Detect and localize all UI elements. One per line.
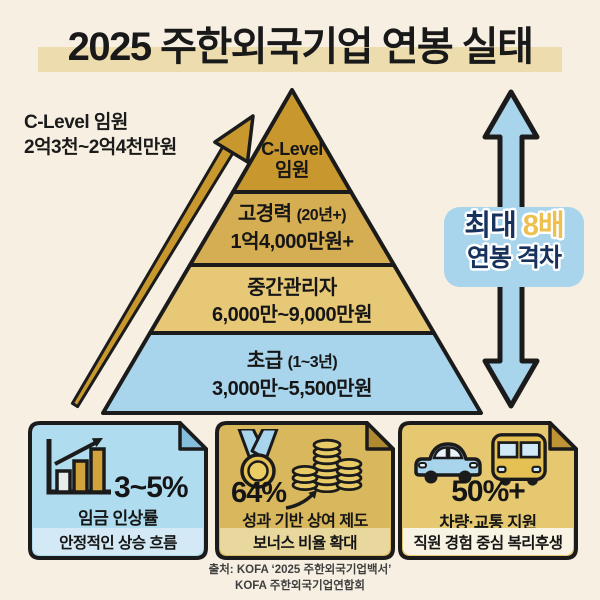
bar-chart-growth-icon [46,438,111,495]
coins-icon [291,438,363,493]
tier4-qualifier: (1~3년) [287,354,338,371]
card1-stat: 3~5% [114,471,189,504]
car-icon [414,442,482,484]
gap-badge-line2: 연봉 격차 [467,244,562,272]
tier3-range: 6,000만~9,000만원 [212,304,372,326]
gap-badge: 최대 8배 연봉 격차 [424,209,600,273]
title-highlight-bar [38,47,562,72]
folded-corner-icon [548,421,578,451]
gap-badge-halo [444,207,584,287]
card3-label: 차량·교통 지원 [439,514,537,532]
pyramid-tier4-shape [101,331,483,415]
medal-icon [237,429,279,489]
clevel-callout: C-Level 임원 2억3천~2억4천만원 [24,110,177,160]
card-bonus: 64% 성과 기반 상여 제도 보너스 비율 확대 [215,421,395,560]
salary-pyramid [101,88,483,415]
tier2-range: 1억4,000만원+ [230,231,354,253]
gap-badge-multiplier: 8배 [522,210,565,242]
card2-stat: 64% [231,477,287,509]
card2-footer: 보너스 비율 확대 [220,528,390,555]
pyramid-tier3-label: 중간관리자 6,000만~9,000만원 [122,275,462,329]
tier1-name: C-Level [261,139,323,159]
card-wage-increase: 3~5% 임금 인상률 안정적인 상승 흐름 [28,421,208,560]
card-shape [28,421,208,560]
card1-footer: 안정적인 상승 흐름 [33,528,203,555]
clevel-callout-role: C-Level 임원 [24,112,128,133]
source-line2: KOFA 주한외국기업연합회 [235,580,365,592]
tier4-name: 초급 [246,350,283,372]
rising-gold-arrow-icon [70,114,255,409]
card3-stat: 50%+ [451,475,526,508]
tier4-range: 3,000만~5,500만원 [212,378,372,400]
tier1-range: 임원 [275,160,309,181]
tier2-name: 고경력 [237,203,292,225]
tier3-name: 중간관리자 [247,277,337,299]
card3-footer: 직원 경험 중심 복리후생 [403,528,573,555]
pyramid-tier4-label: 초급 (1~3년) 3,000만~5,500만원 [122,348,462,403]
page-title: 2025 주한외국기업 연봉 실태 [67,25,534,69]
folded-corner-icon [365,421,395,451]
card1-label: 임금 인상률 [78,509,158,528]
increase-arrow-icon [285,490,317,510]
clevel-callout-range: 2억3천~2억4천만원 [24,137,177,158]
folded-corner-icon [178,421,208,451]
source-line1: 출처: KOFA ‘2025 주한외국기업백서’ [208,564,392,576]
pyramid-tier1-label: C-Level 임원 [122,138,462,182]
tier2-qualifier: (20년+) [296,207,347,224]
card2-label: 성과 기반 상여 제도 [242,513,368,530]
bus-icon [491,433,547,486]
gap-badge-prefix: 최대 [464,210,516,242]
source-attribution: 출처: KOFA ‘2025 주한외국기업백서’ KOFA 주한외국기업연합회 [0,562,600,594]
card-transport-support: 50%+ 차량·교통 지원 직원 경험 중심 복리후생 [398,421,578,560]
pyramid-tier2-label: 고경력 (20년+) 1억4,000만원+ [122,201,462,256]
